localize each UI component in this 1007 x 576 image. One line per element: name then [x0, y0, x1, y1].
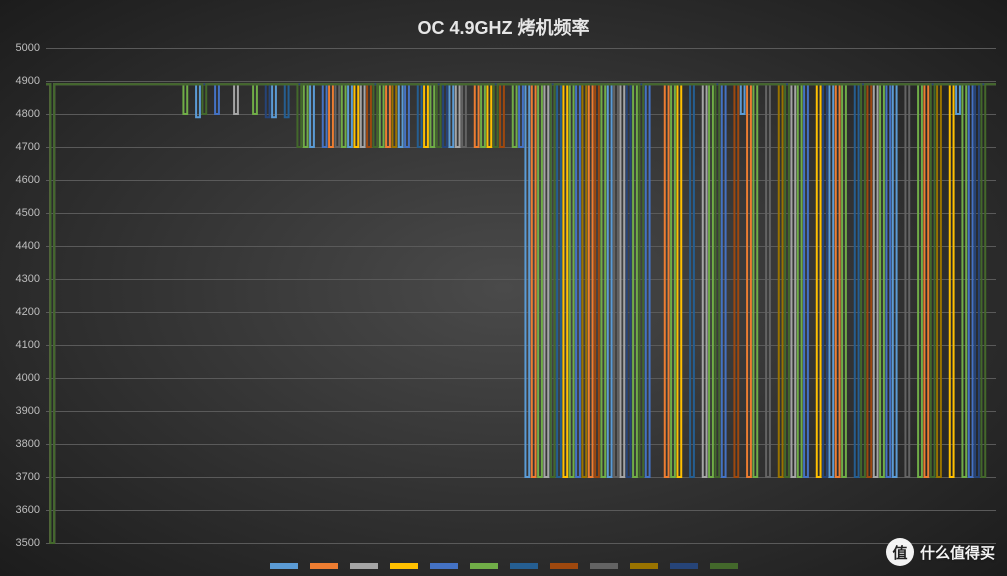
legend	[0, 563, 1007, 574]
legend-swatch	[630, 563, 658, 569]
gridline	[46, 543, 996, 544]
y-tick-label: 4400	[16, 240, 40, 252]
y-tick-label: 3500	[16, 537, 40, 549]
y-tick-label: 3700	[16, 471, 40, 483]
y-tick-label: 3900	[16, 405, 40, 417]
y-tick-label: 4100	[16, 339, 40, 351]
legend-swatch	[710, 563, 738, 569]
y-tick-label: 4000	[16, 372, 40, 384]
watermark-badge-icon: 值	[886, 538, 914, 566]
y-tick-label: 4500	[16, 207, 40, 219]
chart-title: OC 4.9GHZ 烤机频率	[0, 14, 1007, 40]
legend-swatch	[510, 563, 538, 569]
y-tick-label: 3600	[16, 504, 40, 516]
y-tick-label: 4700	[16, 141, 40, 153]
legend-swatch	[430, 563, 458, 569]
y-tick-label: 3800	[16, 438, 40, 450]
series-line	[46, 48, 996, 543]
legend-swatch	[350, 563, 378, 569]
watermark-text: 什么值得买	[920, 542, 995, 563]
y-tick-label: 4200	[16, 306, 40, 318]
legend-swatch	[590, 563, 618, 569]
y-tick-label: 4600	[16, 174, 40, 186]
y-axis: 3500 3600 3700 3800 3900 4000 4100 4200 4300 4400…	[0, 0, 44, 576]
legend-swatch	[470, 563, 498, 569]
y-tick-label: 4800	[16, 108, 40, 120]
plot-area	[46, 48, 996, 543]
watermark: 值 什么值得买	[886, 538, 995, 566]
y-tick-label: 5000	[16, 42, 40, 54]
y-tick-label: 4300	[16, 273, 40, 285]
chart-container: OC 4.9GHZ 烤机频率 3500 3600 3700 3800 3900 4000 4…	[0, 0, 1007, 576]
y-tick-label: 4900	[16, 75, 40, 87]
legend-swatch	[550, 563, 578, 569]
legend-swatch	[270, 563, 298, 569]
legend-swatch	[670, 563, 698, 569]
legend-swatch	[310, 563, 338, 569]
legend-swatch	[390, 563, 418, 569]
